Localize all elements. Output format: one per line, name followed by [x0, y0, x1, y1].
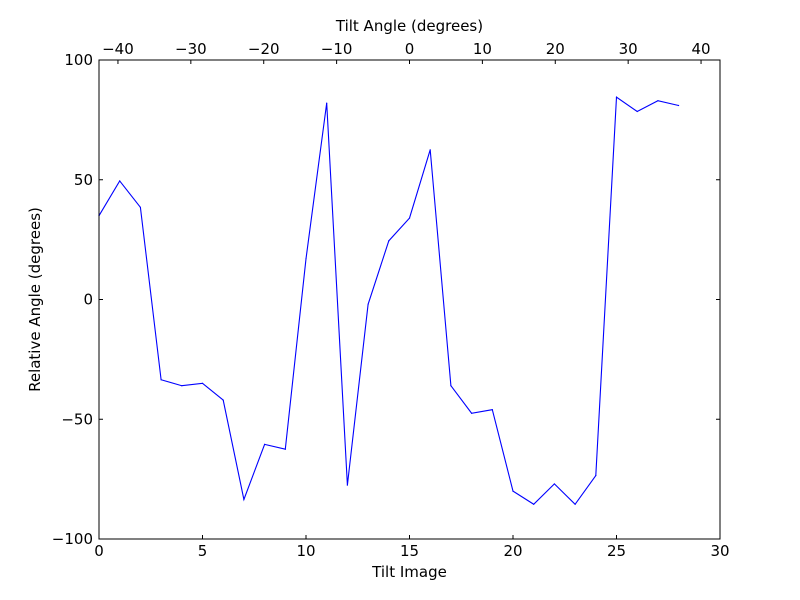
data-point: [678, 104, 680, 107]
data-point: [408, 217, 411, 219]
x-tick-label: 30: [710, 542, 729, 560]
y-axis-title: Relative Angle (degrees): [26, 207, 44, 392]
data-point: [367, 303, 369, 305]
data-point: [533, 503, 535, 505]
data-point: [574, 503, 576, 505]
x2-tick-label: −40: [102, 40, 134, 58]
data-point: [181, 385, 183, 387]
x-tick-label: 5: [198, 542, 208, 560]
x2-tick-label: −20: [248, 40, 280, 58]
ticks-layer: [98, 59, 721, 540]
y-tick-label: 100: [64, 51, 93, 69]
data-point: [305, 258, 307, 260]
x2-tick-label: 0: [405, 40, 415, 58]
y-tick-label: −50: [61, 410, 93, 428]
data-point: [471, 412, 473, 414]
data-point: [326, 102, 328, 104]
x2-tick-label: 20: [546, 40, 565, 58]
x-tick-label: 20: [503, 542, 522, 560]
y-tick-label: 0: [83, 291, 93, 309]
data-point: [119, 180, 121, 182]
data-point: [636, 110, 638, 113]
x2-tick-label: 10: [473, 40, 492, 58]
data-point: [450, 385, 452, 387]
data-point: [243, 498, 245, 501]
data-point: [429, 149, 431, 151]
top-axis-title: Tilt Angle (degrees): [335, 17, 483, 35]
data-point: [284, 448, 286, 450]
data-point: [595, 474, 597, 477]
plot-frame: [98, 59, 721, 540]
data-point: [160, 379, 162, 381]
data-point: [512, 490, 514, 492]
data-point: [346, 484, 348, 486]
data-point: [491, 409, 493, 411]
data-point: [139, 206, 141, 208]
y-tick-label: −100: [52, 530, 93, 548]
y-tick-label: 50: [74, 171, 93, 189]
x2-tick-label: −30: [175, 40, 207, 58]
data-point: [264, 443, 266, 445]
x2-tick-label: −10: [321, 40, 353, 58]
x2-tick-label: 40: [692, 40, 711, 58]
x-axis-title: Tilt Image: [371, 563, 447, 581]
x-tick-label: 15: [400, 542, 419, 560]
plot-area: [99, 60, 720, 539]
x-tick-label: 25: [607, 542, 626, 560]
data-point: [553, 483, 556, 485]
series-layer: [98, 96, 680, 506]
x2-tick-label: 30: [619, 40, 638, 58]
x-tick-label: 10: [296, 542, 315, 560]
x-tick-label: 0: [94, 542, 104, 560]
data-point: [201, 382, 204, 384]
data-point: [388, 240, 390, 242]
data-point: [657, 100, 659, 102]
data-point: [615, 96, 618, 98]
data-point: [222, 399, 224, 401]
